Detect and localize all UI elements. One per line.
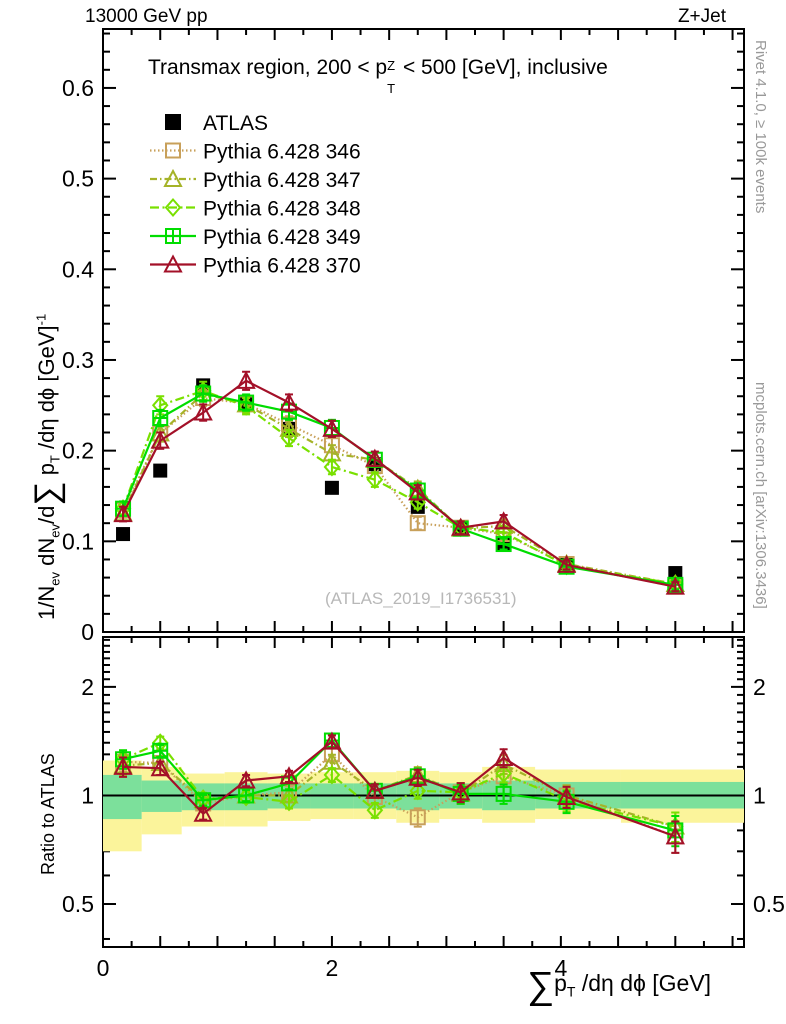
marker-triangle (193, 803, 213, 822)
legend-label[interactable]: Pythia 6.428 349 (203, 226, 361, 249)
marker-square (409, 515, 426, 532)
marker-square-filled (153, 463, 168, 478)
ratio-x-ticks (102, 637, 734, 947)
series-5 (113, 370, 685, 595)
marker-square-filled (116, 527, 131, 542)
title-sub: T (387, 81, 396, 96)
marker-triangle (408, 767, 428, 786)
legend-label[interactable]: Pythia 6.428 348 (203, 198, 361, 221)
legend: ATLAS Pythia 6.428 346 Pythia 6.428 347 Pyt… (150, 112, 361, 278)
xtick-label: 4 (554, 955, 567, 981)
series-4 (115, 384, 684, 593)
marker-triangle (236, 370, 256, 389)
ratio-ytick-label-left: 1 (81, 782, 94, 808)
xtick-label: 2 (326, 955, 339, 981)
marker-diamond (409, 781, 427, 801)
marker-diamond (280, 792, 298, 812)
ratio-series-line (122, 740, 676, 838)
marker-triangle (451, 782, 471, 801)
marker-square-filled (668, 566, 683, 581)
ratio-ytick-label-left: 0.5 (62, 891, 94, 917)
marker-triangle (163, 254, 183, 273)
series-2 (113, 383, 685, 592)
main-panel-frame (102, 28, 745, 633)
marker-triangle (236, 770, 256, 789)
marker-triangle (322, 418, 342, 437)
ratio-series-5 (113, 731, 685, 854)
xlabel-rest: /dη dϕ [GeV] (575, 970, 712, 996)
main-y-ticks (103, 32, 744, 633)
ratio-series-line (122, 741, 676, 828)
marker-triangle (322, 731, 342, 750)
ratio-ytick-label-right: 0.5 (753, 891, 785, 917)
main-ytick-label: 0.6 (62, 75, 94, 101)
band-segment (103, 774, 142, 820)
marker-triangle (279, 766, 299, 785)
header-right: Z+Jet (677, 6, 726, 27)
marker-triangle (493, 511, 514, 530)
marker-triangle (113, 503, 133, 523)
marker-triangle (163, 168, 183, 187)
ratio-ytick-label-left: 2 (81, 674, 94, 700)
legend-label[interactable]: Pythia 6.428 370 (203, 255, 361, 278)
marker-triangle (665, 826, 685, 845)
title-post: < 500 [GeV], inclusive (397, 56, 608, 79)
xlabel-p: p (554, 970, 567, 996)
xlabel-sub: T (566, 983, 576, 1000)
marker-diamond (323, 765, 341, 785)
xlabel-sigma: ∑ (527, 965, 555, 1007)
marker-square-filled (324, 480, 339, 495)
legend-label[interactable]: ATLAS (203, 112, 268, 135)
marker-diamond (280, 428, 298, 448)
marker-square (409, 809, 426, 826)
title-pre: Transmax region, 200 < p (148, 56, 388, 79)
main-ytick-label: 0.2 (62, 438, 94, 464)
ratio-ytick-label-right: 2 (753, 674, 766, 700)
main-ytick-label: 0.5 (62, 166, 94, 192)
main-ytick-label: 0 (81, 619, 94, 645)
marker-triangle (665, 576, 685, 595)
header-left: 13000 GeV pp (85, 6, 208, 27)
marker-diamond (495, 764, 512, 784)
marker-diamond (164, 197, 182, 218)
watermark-text: (ATLAS_2019_I1736531) (325, 589, 517, 608)
marker-triangle (556, 786, 577, 806)
marker-square (165, 142, 181, 159)
marker-diamond (323, 457, 341, 477)
marker-triangle (365, 448, 385, 467)
legend-label[interactable]: Pythia 6.428 347 (203, 169, 361, 192)
main-x-ticks (102, 29, 734, 632)
marker-triangle (493, 747, 514, 767)
marker-triangle (556, 554, 577, 573)
marker-triangle (408, 482, 428, 501)
marker-triangle (365, 780, 385, 799)
marker-triangle (193, 402, 213, 421)
marker-triangle (150, 758, 170, 777)
series-line (122, 392, 676, 585)
marker-diamond (366, 470, 384, 490)
xaxis-label: ∑pT /dη dϕ [GeV] (527, 965, 711, 1008)
marker-square-filled (165, 114, 181, 130)
marker-triangle (279, 392, 299, 411)
marker-triangle (451, 517, 471, 536)
series-line (121, 392, 676, 586)
xtick-label: 0 (97, 955, 110, 981)
ratio-ytick-label-right: 1 (753, 782, 766, 808)
legend-label[interactable]: Pythia 6.428 346 (203, 141, 361, 164)
marker-diamond (366, 800, 384, 820)
main-ytick-label: 0.4 (62, 256, 94, 282)
main-ytick-label: 0.3 (62, 347, 94, 373)
marker-triangle (113, 756, 133, 775)
title-sup: Z (387, 58, 396, 73)
main-ytick-label: 0.1 (62, 528, 94, 554)
marker-triangle (150, 430, 170, 449)
